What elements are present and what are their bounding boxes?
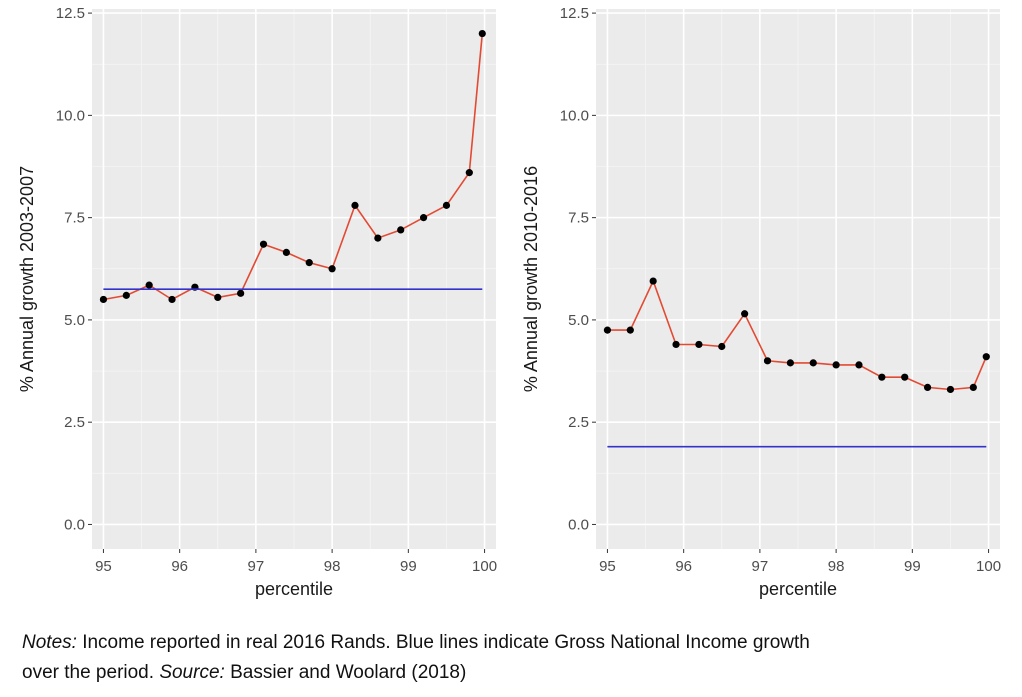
y-tick-label: 10.0 — [560, 107, 589, 124]
x-tick-label: 99 — [904, 558, 921, 575]
data-point — [901, 373, 909, 381]
y-tick-label: 0.0 — [64, 516, 85, 533]
x-tick-label: 97 — [752, 558, 769, 575]
percentile-growth-line — [607, 278, 988, 391]
data-point — [259, 240, 268, 248]
y-tick-label: 5.0 — [568, 312, 589, 329]
notes-text: Income reported in real 2016 Rands. Blue… — [76, 632, 810, 653]
source-text: Bassier and Woolard (2018) — [224, 662, 467, 683]
data-point — [878, 373, 886, 381]
notes-text-continued: over the period. — [22, 662, 160, 683]
data-point — [832, 361, 840, 369]
x-tick-label: 98 — [828, 558, 845, 575]
data-point — [328, 265, 336, 273]
data-point — [122, 291, 130, 299]
data-point — [855, 361, 863, 369]
y-tick-label: 0.0 — [568, 516, 589, 533]
data-point — [786, 359, 794, 367]
data-point — [741, 310, 749, 318]
data-point — [969, 383, 977, 392]
data-point — [923, 383, 932, 392]
figure-notes: Notes: Income reported in real 2016 Rand… — [22, 628, 1012, 688]
data-point — [419, 214, 428, 222]
data-point — [809, 359, 817, 367]
y-axis-title: % Annual growth 2003-2007 — [17, 166, 37, 392]
data-point — [478, 29, 486, 38]
data-point — [718, 342, 726, 351]
chart-panel-2: 0.0 2.5 5.0 7.5 10.0 12.5 95 96 97 98 99 100 percent… — [521, 5, 1001, 599]
x-axis-title: percentile — [759, 579, 837, 599]
y-tick-label: 10.0 — [56, 107, 85, 124]
notes-line-1: Notes: Income reported in real 2016 Rand… — [22, 628, 1012, 658]
x-axis-title: percentile — [255, 579, 333, 599]
data-point — [397, 226, 405, 234]
data-point — [351, 201, 359, 209]
data-point — [763, 357, 772, 365]
data-point — [305, 259, 313, 267]
source-label: Source: — [159, 662, 225, 683]
notes-label: Notes: — [22, 632, 77, 653]
x-tick-label: 98 — [324, 558, 341, 575]
x-tick-label: 97 — [248, 558, 265, 575]
data-point — [145, 281, 153, 289]
y-axis-title: % Annual growth 2010-2016 — [521, 166, 541, 392]
data-point — [672, 340, 680, 349]
y-tick-label: 12.5 — [56, 5, 85, 22]
y-tick-label: 2.5 — [64, 414, 85, 431]
data-point — [649, 277, 657, 285]
data-point — [465, 169, 473, 177]
data-point — [982, 353, 990, 361]
chart-panel-1: 0.0 2.5 5.0 7.5 10.0 12.5 95 96 97 98 99 100 percent… — [17, 5, 497, 599]
data-point — [282, 248, 290, 257]
data-point — [946, 385, 955, 394]
data-point — [99, 295, 108, 304]
data-point — [695, 340, 703, 349]
figure: 0.0 2.5 5.0 7.5 10.0 12.5 95 96 97 98 99 100 percent… — [17, 5, 1001, 599]
x-tick-label: 99 — [400, 558, 417, 575]
x-tick-label: 96 — [171, 558, 188, 575]
y-tick-label: 7.5 — [64, 210, 85, 227]
y-tick-label: 12.5 — [560, 5, 589, 22]
y-tick-label: 7.5 — [568, 210, 589, 227]
notes-line-2: over the period. Source: Bassier and Woo… — [22, 658, 1012, 688]
x-tick-label: 100 — [472, 558, 497, 575]
x-tick-label: 95 — [599, 558, 616, 575]
x-tick-label: 96 — [675, 558, 692, 575]
data-point — [442, 201, 451, 209]
data-point — [168, 295, 176, 304]
data-point — [626, 326, 634, 334]
x-tick-label: 95 — [95, 558, 112, 575]
y-tick-label: 5.0 — [64, 312, 85, 329]
data-point — [214, 293, 222, 302]
percentile-growth-line — [103, 33, 484, 301]
y-tick-label: 2.5 — [568, 414, 589, 431]
x-tick-label: 100 — [976, 558, 1001, 575]
data-point — [237, 289, 245, 297]
data-point — [603, 326, 612, 334]
data-point — [374, 234, 382, 242]
